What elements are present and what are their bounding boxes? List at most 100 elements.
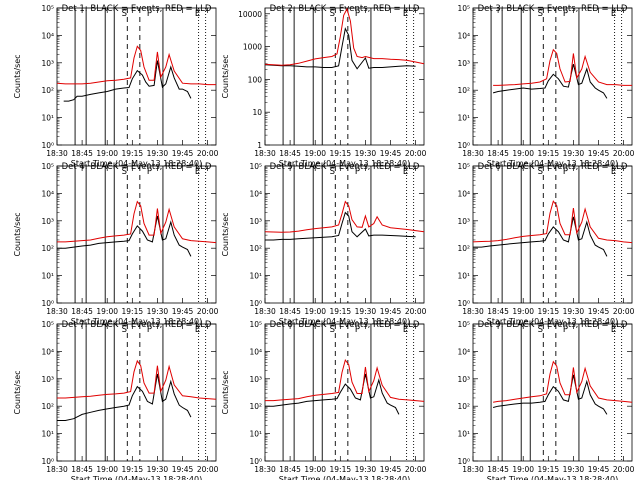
event-label: E [611, 167, 616, 177]
x-tick-label: 19:00 [304, 307, 326, 316]
x-tick-label: 19:30 [355, 307, 377, 316]
event-label: P [355, 325, 360, 335]
event-label: P [147, 325, 152, 335]
event-label: P [355, 167, 360, 177]
y-tick-label: 10⁰ [457, 299, 470, 308]
x-axis-label: Start Time (04-May-13 18:28:40) [279, 159, 410, 168]
x-tick-label: 20:00 [405, 307, 427, 316]
y-tick-label: 10⁰ [457, 141, 470, 150]
series-line-events [492, 374, 608, 415]
event-label: S [122, 325, 127, 335]
panel-title: Det 9: BLACK = Events, RED = LLD [478, 320, 628, 330]
event-label: S [122, 167, 127, 177]
x-axis-label: Start Time (04-May-13 18:28:40) [279, 475, 410, 480]
panel-title: Det 3: BLACK = Events, RED = LLD [478, 4, 628, 14]
x-tick-label: 18:30 [46, 307, 68, 316]
x-tick-label: 19:45 [380, 307, 402, 316]
y-tick-label: 10² [41, 402, 54, 411]
y-tick-label: 10¹ [41, 430, 54, 439]
x-tick-label: 19:15 [122, 307, 144, 316]
y-tick-label: 10⁰ [457, 457, 470, 466]
x-tick-label: 18:45 [279, 465, 301, 474]
x-tick-label: 18:30 [462, 307, 484, 316]
series-line-lld [493, 360, 633, 403]
y-tick-label: 10⁵ [41, 4, 54, 13]
y-tick-label: 10⁵ [457, 162, 470, 171]
event-label: E [195, 9, 200, 19]
y-tick-label: 10⁴ [41, 31, 54, 40]
x-tick-label: 18:30 [46, 149, 68, 158]
plot-frame [472, 323, 633, 462]
y-tick-label: 10⁵ [249, 320, 262, 329]
plot-frame [472, 165, 633, 304]
y-axis-label: Counts/sec [13, 54, 22, 98]
y-tick-label: 10³ [457, 59, 470, 68]
x-tick-label: 19:00 [512, 465, 534, 474]
x-tick-label: 19:15 [330, 149, 352, 158]
x-axis-label: Start Time (04-May-13 18:28:40) [279, 317, 410, 326]
series-line-events [264, 27, 416, 70]
y-tick-label: 10⁰ [249, 457, 262, 466]
event-label: S [122, 9, 127, 19]
series-line-lld [264, 7, 425, 66]
x-tick-label: 20:00 [197, 465, 219, 474]
x-tick-label: 19:15 [538, 307, 560, 316]
plot-frame [56, 165, 217, 304]
x-tick-label: 18:45 [279, 149, 301, 158]
y-tick-label: 10¹ [457, 272, 470, 281]
y-tick-label: 10⁴ [41, 347, 54, 356]
x-tick-label: 18:45 [487, 307, 509, 316]
y-tick-label: 100 [248, 75, 263, 84]
panel-title: Det 7: BLACK = Events, RED = LLD [62, 320, 212, 330]
y-tick-label: 10² [457, 402, 470, 411]
y-tick-label: 1000 [243, 43, 262, 52]
x-tick-label: 19:30 [563, 465, 585, 474]
series-line-events [265, 211, 416, 241]
event-label: P [147, 9, 152, 19]
event-label: S [330, 167, 335, 177]
x-tick-label: 20:00 [613, 149, 635, 158]
y-tick-label: 10¹ [457, 114, 470, 123]
plot-frame [264, 165, 425, 304]
x-tick-label: 18:45 [71, 307, 93, 316]
series-line-lld [265, 358, 425, 402]
event-label: P [355, 9, 360, 19]
y-tick-label: 10⁴ [457, 189, 470, 198]
y-tick-label: 10000 [238, 10, 262, 19]
y-tick-label: 10⁴ [457, 347, 470, 356]
x-tick-label: 18:45 [487, 465, 509, 474]
x-tick-label: 19:30 [147, 307, 169, 316]
event-label: S [538, 325, 543, 335]
x-tick-label: 19:30 [147, 149, 169, 158]
event-label: E [403, 9, 408, 19]
x-tick-label: 19:00 [512, 149, 534, 158]
x-tick-label: 19:15 [122, 465, 144, 474]
x-tick-label: 19:45 [380, 149, 402, 158]
x-axis-label: Start Time (04-May-13 18:28:40) [71, 159, 202, 168]
y-tick-label: 10² [41, 86, 54, 95]
x-tick-label: 18:30 [46, 465, 68, 474]
x-tick-label: 18:30 [462, 149, 484, 158]
x-tick-label: 20:00 [405, 149, 427, 158]
y-tick-label: 10² [249, 244, 262, 253]
y-tick-label: 10³ [41, 217, 54, 226]
x-tick-label: 19:00 [96, 307, 118, 316]
panel-title: Det 5: BLACK = Events, RED = LLD [270, 162, 420, 172]
y-tick-label: 10⁴ [457, 31, 470, 40]
y-tick-label: 10 [252, 108, 262, 117]
x-tick-label: 18:45 [71, 149, 93, 158]
y-tick-label: 10³ [41, 59, 54, 68]
x-tick-label: 20:00 [197, 149, 219, 158]
y-tick-label: 10⁵ [457, 320, 470, 329]
event-label: E [611, 9, 616, 19]
event-label: E [403, 325, 408, 335]
series-line-events [57, 373, 192, 421]
x-tick-label: 19:30 [355, 465, 377, 474]
x-tick-label: 20:00 [405, 465, 427, 474]
